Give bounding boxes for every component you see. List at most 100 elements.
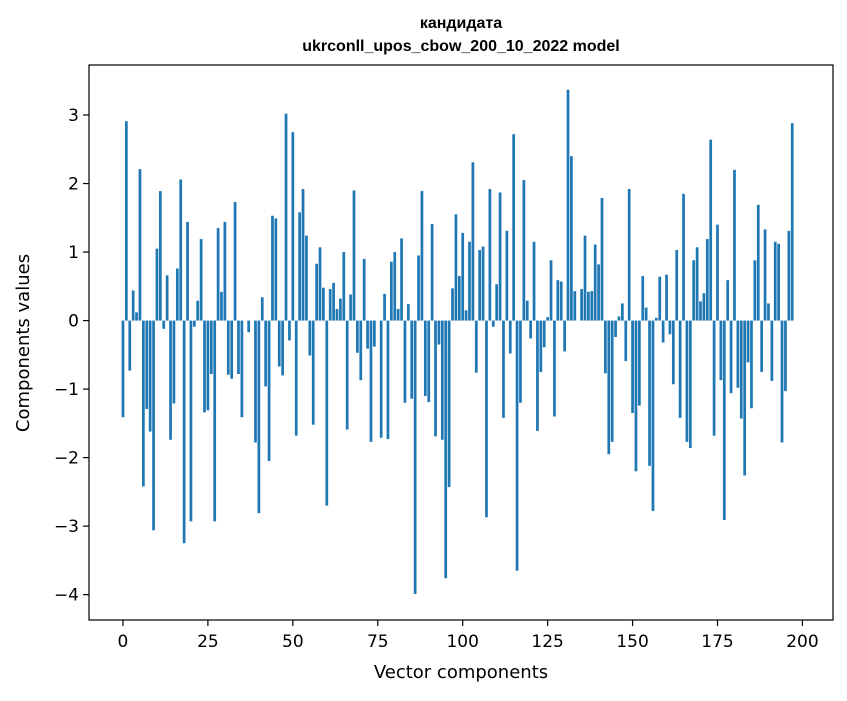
bar <box>457 276 461 321</box>
x-axis-label: Vector components <box>374 662 548 683</box>
y-tick-label: −1 <box>54 380 79 400</box>
bar <box>318 247 322 321</box>
bar <box>189 320 193 522</box>
bar <box>634 320 638 472</box>
bar <box>508 320 512 354</box>
x-tick-label: 150 <box>616 632 648 652</box>
bar <box>638 320 641 406</box>
bar <box>301 189 305 321</box>
bar <box>512 134 516 321</box>
bar <box>536 320 539 431</box>
bar <box>260 297 264 321</box>
bar <box>332 282 335 321</box>
bar <box>148 320 152 432</box>
bar <box>356 320 359 353</box>
bar <box>522 180 526 321</box>
x-tick-label: 0 <box>118 632 129 652</box>
bar <box>305 235 308 321</box>
y-tick-label: 1 <box>68 243 79 263</box>
bar <box>393 252 397 321</box>
bar <box>570 156 573 321</box>
bar <box>542 320 546 348</box>
bar <box>121 320 125 418</box>
bar <box>162 320 166 329</box>
bar <box>169 320 172 440</box>
bar <box>621 303 624 321</box>
bar <box>505 230 509 321</box>
bar <box>155 248 159 321</box>
bar <box>597 264 600 321</box>
bar <box>427 320 431 403</box>
bar <box>590 291 594 321</box>
bar <box>430 223 434 321</box>
bar <box>559 281 563 321</box>
bar <box>756 204 760 321</box>
bar <box>654 317 658 321</box>
bar <box>199 239 203 321</box>
bar <box>291 132 295 321</box>
bar <box>478 250 482 321</box>
y-tick-label: 2 <box>68 175 79 195</box>
bar <box>495 284 499 321</box>
bar <box>359 320 363 381</box>
bar <box>702 293 706 321</box>
bar <box>716 224 719 321</box>
bar <box>671 320 675 385</box>
bar <box>753 260 757 321</box>
bar <box>767 303 770 321</box>
bar <box>692 260 696 321</box>
bar <box>580 289 583 321</box>
bar <box>362 258 366 321</box>
bar <box>383 293 386 321</box>
bar <box>600 197 604 321</box>
bar <box>648 320 651 466</box>
bar <box>339 298 342 321</box>
bar <box>216 228 220 321</box>
bar <box>192 320 196 327</box>
bar <box>705 239 709 321</box>
bar <box>152 320 155 531</box>
bar <box>712 320 716 436</box>
bar <box>471 162 475 321</box>
bar <box>175 268 179 321</box>
x-tick-label: 125 <box>531 632 563 652</box>
bar <box>423 320 427 396</box>
bar <box>539 320 543 372</box>
bar <box>209 320 213 375</box>
bar <box>298 212 301 321</box>
bar <box>556 280 560 321</box>
bar <box>379 320 383 438</box>
y-axis-ticks: −4 −3 −2 −1 0 1 2 3 <box>54 106 89 606</box>
bar <box>437 320 441 345</box>
bar <box>644 307 648 321</box>
bar <box>699 301 702 321</box>
bar <box>328 289 332 321</box>
bar <box>281 320 284 376</box>
bar <box>257 320 261 514</box>
bar <box>264 320 268 387</box>
bar <box>226 320 230 375</box>
bar <box>726 280 730 321</box>
plot-frame <box>88 64 834 621</box>
bar <box>267 320 271 462</box>
chart-subtitle: ukrconll_upos_cbow_200_10_2022 model <box>302 38 619 55</box>
x-tick-label: 100 <box>446 632 478 652</box>
bar <box>481 246 485 321</box>
bar <box>203 320 206 413</box>
bar <box>223 221 227 321</box>
bar <box>396 308 400 321</box>
bar <box>641 276 645 321</box>
bar <box>566 89 570 321</box>
bar <box>770 320 774 381</box>
bar <box>773 241 777 321</box>
bar <box>515 320 519 571</box>
bar <box>736 320 740 388</box>
bar <box>369 320 373 442</box>
bar <box>322 287 325 321</box>
bar <box>390 261 393 321</box>
bar <box>525 300 529 321</box>
bar <box>546 317 549 321</box>
y-axis-label: Components values <box>13 254 34 432</box>
bar <box>413 320 417 594</box>
